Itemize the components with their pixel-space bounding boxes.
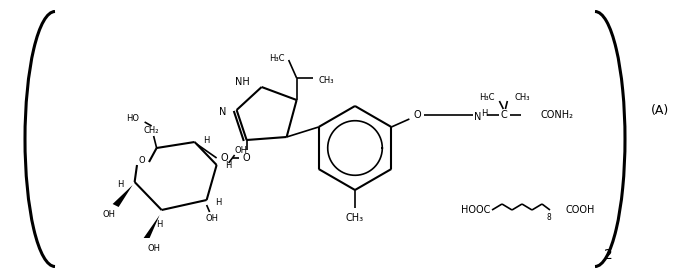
- Text: H: H: [204, 135, 210, 145]
- Text: H: H: [225, 160, 232, 170]
- Text: 8: 8: [547, 212, 552, 222]
- Text: OH: OH: [102, 210, 115, 219]
- Text: COOH: COOH: [565, 205, 594, 215]
- Text: OH: OH: [234, 145, 248, 155]
- Text: NH: NH: [235, 77, 250, 87]
- Text: O: O: [220, 153, 228, 163]
- Text: O: O: [243, 153, 251, 163]
- Text: H: H: [156, 220, 163, 229]
- Text: OH: OH: [205, 214, 218, 222]
- Text: CH₃: CH₃: [514, 93, 530, 101]
- Text: 2: 2: [603, 248, 612, 262]
- Text: HO: HO: [125, 113, 139, 123]
- Text: C: C: [501, 110, 508, 120]
- Text: O: O: [414, 110, 421, 120]
- Text: N: N: [474, 112, 481, 122]
- Text: CH₃: CH₃: [346, 213, 364, 223]
- Text: (A): (A): [651, 103, 669, 116]
- Text: H: H: [118, 180, 124, 188]
- Text: H₃C: H₃C: [269, 53, 285, 63]
- Text: CONH₂: CONH₂: [540, 110, 573, 120]
- Text: CH₃: CH₃: [318, 76, 334, 85]
- Polygon shape: [113, 185, 132, 207]
- Text: CH₂: CH₂: [144, 125, 160, 135]
- Text: N: N: [219, 107, 227, 117]
- Text: H: H: [216, 197, 222, 207]
- Text: HOOC: HOOC: [461, 205, 490, 215]
- Text: OH: OH: [147, 244, 160, 252]
- Text: H: H: [481, 108, 488, 118]
- Text: H₃C: H₃C: [479, 93, 494, 101]
- Polygon shape: [144, 215, 160, 238]
- Text: O: O: [139, 155, 146, 165]
